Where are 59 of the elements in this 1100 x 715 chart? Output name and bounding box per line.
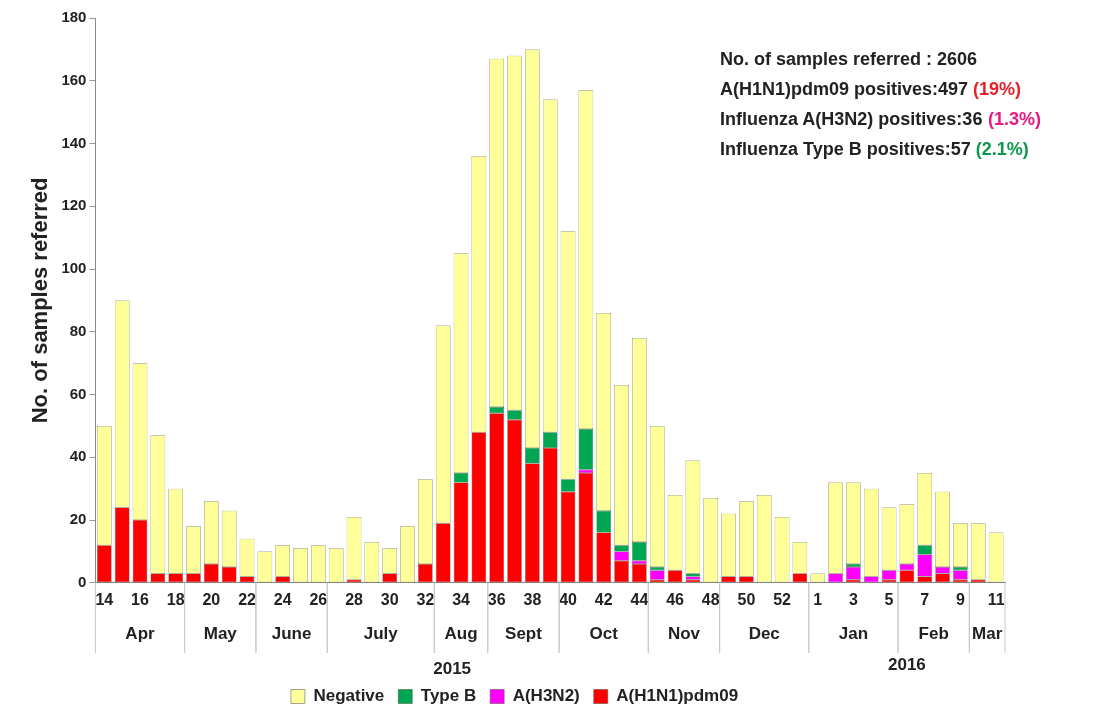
annotation: Influenza Type B positives:57 (2.1%) <box>720 138 1029 159</box>
x-tick-label: 3 <box>848 590 858 608</box>
text: Apr <box>125 624 156 644</box>
x-tick-label: 9 <box>955 590 965 608</box>
x-tick-label: 22 <box>238 590 257 608</box>
x-tick-label: 36 <box>487 590 506 608</box>
x-tick-label: 14 <box>95 590 114 608</box>
y-axis-title: No. of samples referred <box>27 177 53 424</box>
text: Mar <box>972 624 1003 644</box>
text: May <box>203 624 238 644</box>
x-tick-label: 26 <box>309 590 328 608</box>
text: Sept <box>505 624 543 644</box>
x-tick-label: 32 <box>416 590 435 608</box>
x-tick-label: 50 <box>737 590 756 608</box>
x-tick-label: 48 <box>701 590 720 608</box>
x-tick-label: 44 <box>630 590 649 608</box>
text: Oct <box>589 624 619 644</box>
text: 2016 <box>887 655 926 675</box>
text: 2015 <box>433 659 472 679</box>
x-tick-label: 7 <box>920 590 930 608</box>
y-tick-label: 40 <box>69 447 87 465</box>
annotation: No. of samples referred : 2606 <box>720 48 978 69</box>
text: Aug <box>444 624 478 644</box>
x-tick-label: 34 <box>452 590 471 608</box>
x-tick-label: 52 <box>773 590 792 608</box>
x-tick-label: 38 <box>523 590 542 608</box>
legend-label: Type B <box>420 686 477 706</box>
text: Feb <box>918 624 949 644</box>
legend-label: A(H3N2) <box>512 686 580 706</box>
text: Jan <box>838 624 869 644</box>
x-tick-label: 40 <box>559 590 578 608</box>
y-tick-label: 120 <box>61 196 87 214</box>
x-tick-label: 24 <box>273 590 292 608</box>
x-tick-label: 16 <box>131 590 150 608</box>
x-tick-label: 28 <box>345 590 364 608</box>
y-tick-label: 20 <box>69 510 87 528</box>
x-tick-label: 11 <box>987 590 1005 608</box>
text: July <box>363 624 399 644</box>
x-tick-label: 42 <box>594 590 613 608</box>
text: Dec <box>748 624 780 644</box>
legend-label: A(H1N1)pdm09 <box>616 686 739 706</box>
y-tick-label: 160 <box>61 70 87 88</box>
y-tick-label: 140 <box>61 133 87 151</box>
y-tick-label: 100 <box>61 259 87 277</box>
text: June <box>271 624 312 644</box>
y-tick-label: 60 <box>69 384 87 402</box>
text: Nov <box>667 624 701 644</box>
x-tick-label: 18 <box>166 590 185 608</box>
x-tick-label: 30 <box>380 590 399 608</box>
legend-label: Negative <box>313 686 385 706</box>
y-tick-label: 0 <box>78 572 87 590</box>
annotation: A(H1N1)pdm09 positives:497 (19%) <box>720 78 1022 99</box>
annotation: Influenza A(H3N2) positives:36 (1.3%) <box>720 108 1042 129</box>
x-tick-label: 20 <box>202 590 221 608</box>
y-tick-label: 180 <box>61 8 87 26</box>
x-tick-label: 1 <box>813 590 823 608</box>
x-tick-label: 5 <box>884 590 894 608</box>
x-tick-label: 46 <box>666 590 685 608</box>
y-tick-label: 80 <box>69 321 87 339</box>
